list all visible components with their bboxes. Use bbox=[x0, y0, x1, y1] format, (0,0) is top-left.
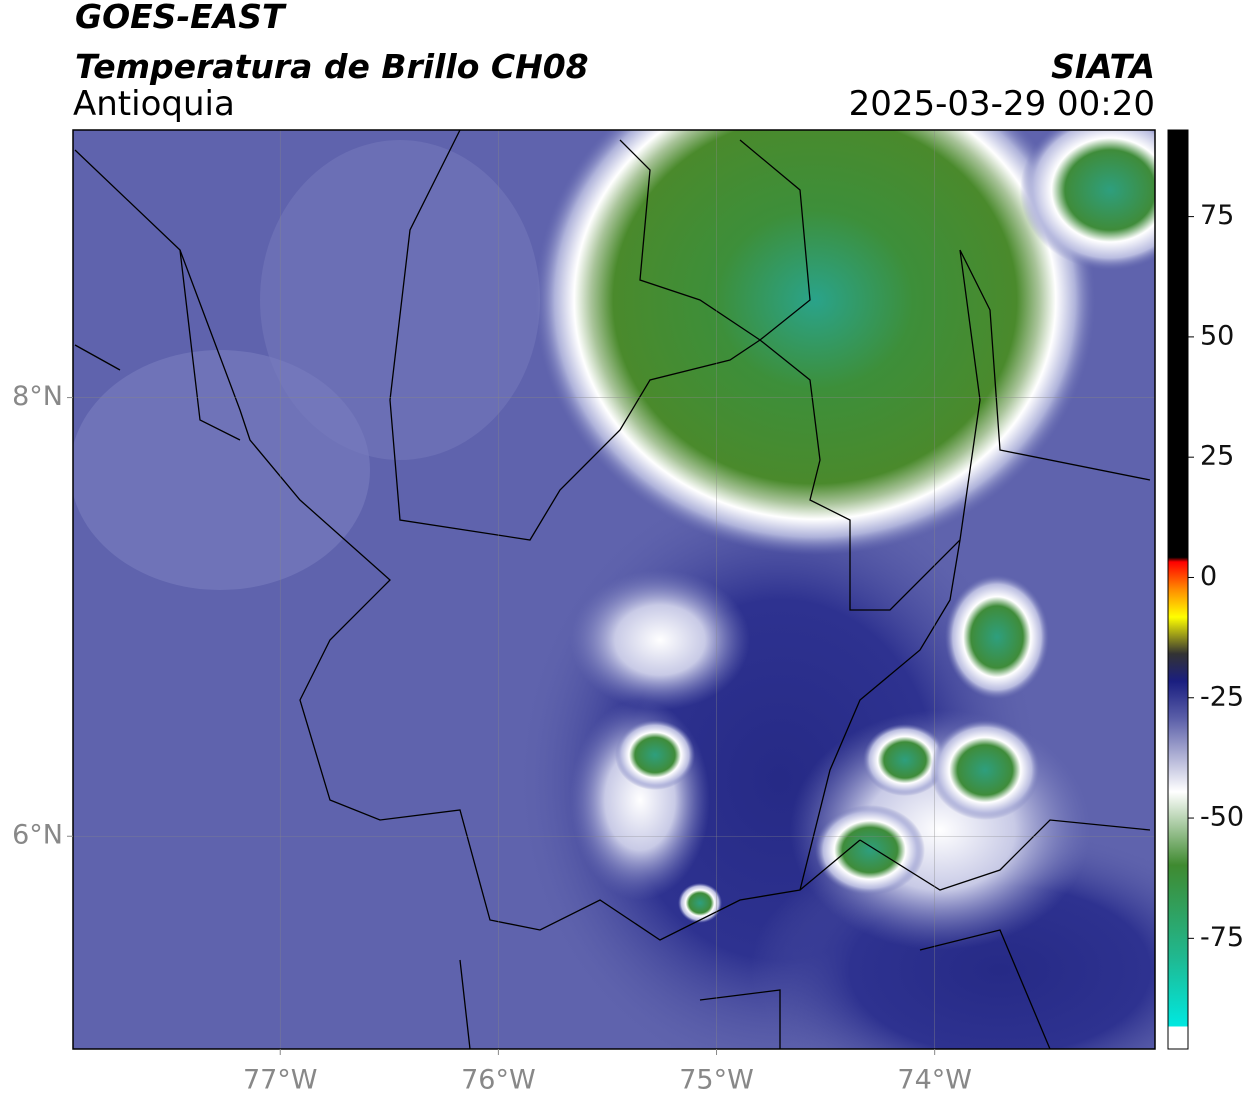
region: Antioquia bbox=[73, 84, 235, 124]
colorbar-label: 25 bbox=[1200, 441, 1234, 472]
y-tick-label: 8°N bbox=[12, 381, 63, 412]
satellite: GOES-EAST bbox=[75, 0, 287, 36]
borders bbox=[74, 130, 1151, 1049]
x-tick-label: 77°W bbox=[243, 1065, 318, 1096]
colorbar-label: -75 bbox=[1200, 922, 1244, 953]
colorbar-label: -25 bbox=[1200, 681, 1244, 712]
map-frame bbox=[72, 129, 1156, 1050]
satellite-image bbox=[73, 130, 1155, 1049]
colorbar-label: 50 bbox=[1200, 320, 1234, 351]
x-tick-label: 75°W bbox=[679, 1065, 754, 1096]
colorbar-label: 0 bbox=[1200, 561, 1217, 592]
product: Temperatura de Brillo CH08 bbox=[75, 47, 589, 86]
grid bbox=[73, 130, 1155, 1049]
x-tick-label: 74°W bbox=[897, 1065, 972, 1096]
datetime: 2025-03-29 00:20 bbox=[849, 84, 1155, 124]
colorbar bbox=[1167, 129, 1189, 1050]
y-tick-label: 6°N bbox=[12, 820, 63, 851]
agency: SIATA bbox=[1051, 47, 1155, 86]
colorbar-label: 75 bbox=[1200, 200, 1234, 231]
colorbar-label: -50 bbox=[1200, 802, 1244, 833]
x-tick-label: 76°W bbox=[461, 1065, 536, 1096]
